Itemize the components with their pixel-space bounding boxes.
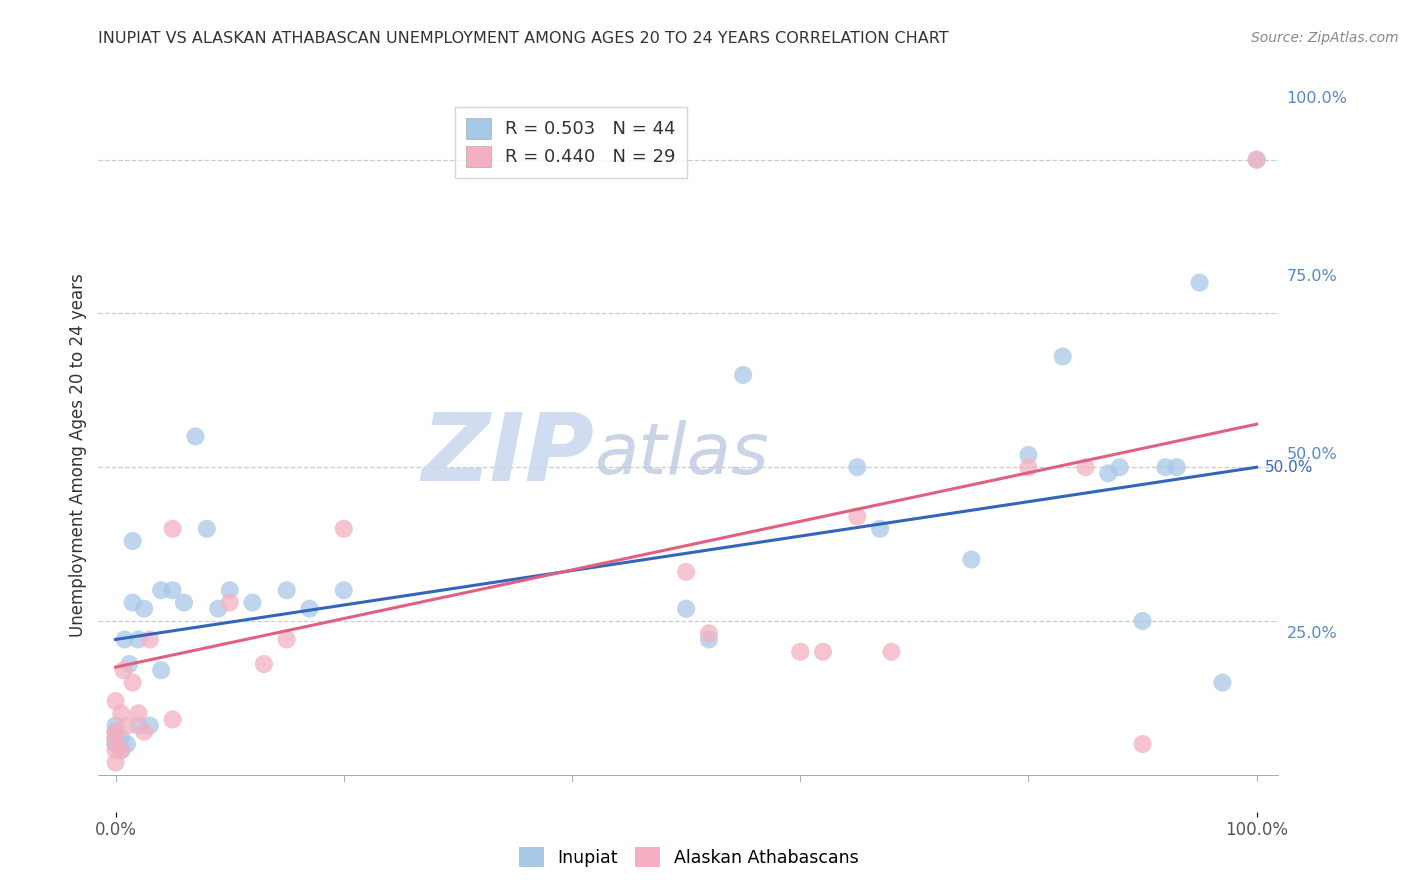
- Point: [104, 724, 127, 739]
- Point: [218, 583, 240, 598]
- Point: [104, 724, 127, 739]
- Point: [880, 645, 903, 659]
- Point: [1074, 460, 1097, 475]
- Y-axis label: Unemployment Among Ages 20 to 24 years: Unemployment Among Ages 20 to 24 years: [69, 273, 87, 637]
- Point: [1017, 448, 1039, 462]
- Point: [104, 731, 127, 745]
- Point: [332, 583, 354, 598]
- Point: [1132, 737, 1154, 751]
- Point: [675, 601, 697, 615]
- Point: [846, 460, 869, 475]
- Point: [1097, 467, 1119, 481]
- Point: [869, 522, 891, 536]
- Point: [1017, 460, 1039, 475]
- Point: [162, 522, 184, 536]
- Point: [1052, 350, 1074, 364]
- Point: [218, 596, 240, 610]
- Point: [332, 522, 354, 536]
- Point: [139, 632, 162, 647]
- Point: [733, 368, 755, 382]
- Point: [127, 632, 149, 647]
- Point: [162, 713, 184, 727]
- Text: 100.0%: 100.0%: [1286, 91, 1347, 105]
- Point: [104, 718, 127, 732]
- Point: [118, 657, 141, 671]
- Text: 50.0%: 50.0%: [1286, 448, 1337, 462]
- Point: [276, 583, 298, 598]
- Point: [173, 596, 195, 610]
- Point: [104, 731, 127, 745]
- Point: [132, 601, 155, 615]
- Point: [1132, 614, 1154, 628]
- Point: [132, 724, 155, 739]
- Point: [789, 645, 811, 659]
- Text: INUPIAT VS ALASKAN ATHABASCAN UNEMPLOYMENT AMONG AGES 20 TO 24 YEARS CORRELATION: INUPIAT VS ALASKAN ATHABASCAN UNEMPLOYME…: [98, 31, 949, 46]
- Point: [697, 632, 720, 647]
- Point: [110, 731, 132, 745]
- Text: ZIP: ZIP: [422, 409, 595, 501]
- Point: [184, 429, 207, 443]
- Point: [104, 694, 127, 708]
- Text: 75.0%: 75.0%: [1286, 269, 1337, 284]
- Point: [1246, 153, 1268, 167]
- Point: [104, 737, 127, 751]
- Point: [1166, 460, 1188, 475]
- Point: [207, 601, 229, 615]
- Point: [139, 718, 162, 732]
- Legend: Inupiat, Alaskan Athabascans: Inupiat, Alaskan Athabascans: [513, 840, 865, 874]
- Point: [127, 706, 149, 721]
- Point: [253, 657, 276, 671]
- Text: 50.0%: 50.0%: [1265, 459, 1313, 475]
- Point: [697, 626, 720, 640]
- Point: [1108, 460, 1130, 475]
- Point: [110, 743, 132, 757]
- Point: [104, 743, 127, 757]
- Point: [1154, 460, 1177, 475]
- Point: [127, 718, 149, 732]
- Point: [162, 583, 184, 598]
- Point: [298, 601, 321, 615]
- Point: [110, 706, 132, 721]
- Point: [121, 534, 143, 549]
- Point: [846, 509, 869, 524]
- Point: [112, 663, 135, 677]
- Point: [960, 552, 983, 566]
- Point: [195, 522, 218, 536]
- Point: [1188, 276, 1211, 290]
- Point: [675, 565, 697, 579]
- Text: Source: ZipAtlas.com: Source: ZipAtlas.com: [1251, 31, 1399, 45]
- Point: [150, 583, 173, 598]
- Point: [1246, 153, 1268, 167]
- Text: atlas: atlas: [595, 420, 769, 490]
- Point: [150, 663, 173, 677]
- Point: [104, 737, 127, 751]
- Point: [121, 596, 143, 610]
- Text: 25.0%: 25.0%: [1286, 626, 1337, 640]
- Point: [811, 645, 834, 659]
- Point: [121, 675, 143, 690]
- Point: [104, 756, 127, 770]
- Point: [115, 718, 138, 732]
- Point: [114, 632, 136, 647]
- Point: [110, 743, 132, 757]
- Point: [1211, 675, 1233, 690]
- Point: [242, 596, 264, 610]
- Point: [115, 737, 138, 751]
- Point: [276, 632, 298, 647]
